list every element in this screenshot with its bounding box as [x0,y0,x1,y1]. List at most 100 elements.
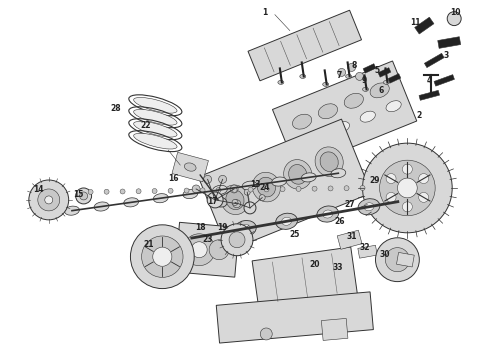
Text: 33: 33 [332,263,343,272]
Circle shape [259,195,265,201]
Text: 23: 23 [202,235,212,244]
Ellipse shape [300,75,306,78]
Circle shape [130,225,194,289]
Text: 11: 11 [410,18,420,27]
Circle shape [386,174,396,184]
Circle shape [402,164,413,174]
Text: 24: 24 [260,184,270,193]
Polygon shape [388,73,401,83]
Ellipse shape [134,98,177,113]
Polygon shape [424,53,444,68]
Polygon shape [438,37,461,48]
Ellipse shape [284,159,312,189]
Ellipse shape [134,133,177,149]
Ellipse shape [301,173,316,182]
Polygon shape [396,252,414,267]
Polygon shape [337,230,362,249]
Text: 14: 14 [33,185,44,194]
Circle shape [363,143,452,233]
Ellipse shape [94,202,109,211]
Circle shape [200,188,205,193]
Circle shape [232,199,238,206]
Ellipse shape [315,147,343,176]
Ellipse shape [370,83,389,98]
Text: 15: 15 [74,190,84,199]
Circle shape [386,192,396,202]
Circle shape [229,232,245,248]
Ellipse shape [124,198,139,207]
Polygon shape [363,64,376,73]
Text: 9: 9 [362,76,367,85]
Text: 32: 32 [359,243,370,252]
Ellipse shape [360,111,375,122]
Ellipse shape [344,93,364,108]
Ellipse shape [134,109,177,125]
Circle shape [380,160,435,216]
Text: 19: 19 [217,223,227,232]
Circle shape [230,185,238,193]
Text: 2: 2 [416,111,422,120]
Text: 5: 5 [375,66,380,75]
Polygon shape [272,61,417,170]
Circle shape [312,186,317,191]
Circle shape [338,68,345,76]
Circle shape [75,188,92,204]
Circle shape [328,186,333,191]
Ellipse shape [364,203,374,211]
Circle shape [204,175,212,183]
Circle shape [120,189,125,194]
Polygon shape [252,247,357,308]
Ellipse shape [323,82,329,86]
Ellipse shape [323,210,333,218]
Circle shape [183,234,215,266]
Circle shape [38,189,60,211]
Ellipse shape [252,172,280,202]
Circle shape [142,236,183,278]
Ellipse shape [65,206,79,215]
Polygon shape [321,318,348,341]
Circle shape [168,188,173,193]
Circle shape [418,174,429,184]
Circle shape [184,188,189,193]
Polygon shape [248,10,362,81]
Circle shape [153,247,172,266]
Circle shape [260,328,272,340]
Ellipse shape [184,163,196,171]
Circle shape [248,187,253,192]
Circle shape [29,180,69,220]
Circle shape [192,185,200,193]
Circle shape [191,242,207,258]
Ellipse shape [384,80,390,84]
Circle shape [216,188,221,193]
Ellipse shape [226,190,244,210]
Text: 26: 26 [334,217,345,226]
Ellipse shape [276,213,297,229]
Circle shape [280,186,285,192]
Ellipse shape [241,225,250,233]
Ellipse shape [345,75,352,78]
Ellipse shape [358,199,380,215]
Text: 1: 1 [262,8,268,17]
Ellipse shape [320,152,338,171]
Ellipse shape [272,177,287,186]
Polygon shape [358,245,377,258]
Circle shape [296,186,301,192]
Circle shape [136,189,141,194]
Text: 25: 25 [290,230,300,239]
Circle shape [360,185,365,190]
Text: 29: 29 [369,176,380,185]
Circle shape [209,240,229,260]
Ellipse shape [235,220,256,237]
Ellipse shape [153,194,168,203]
Circle shape [152,189,157,194]
Circle shape [80,192,88,200]
Ellipse shape [308,132,323,143]
Circle shape [88,189,93,194]
Ellipse shape [363,87,368,91]
Circle shape [418,192,429,202]
Circle shape [264,187,269,192]
Polygon shape [378,68,391,77]
Circle shape [104,189,109,194]
Ellipse shape [282,217,292,225]
Circle shape [221,224,253,256]
